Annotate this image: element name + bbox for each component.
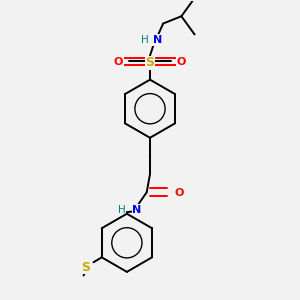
Text: N: N — [132, 205, 141, 215]
Text: S: S — [146, 56, 154, 70]
Text: N: N — [153, 35, 162, 45]
Text: O: O — [174, 188, 184, 198]
Text: O: O — [114, 58, 123, 68]
Text: O: O — [177, 58, 186, 68]
Text: S: S — [81, 261, 90, 274]
Text: H: H — [140, 35, 148, 45]
Text: H: H — [118, 205, 126, 215]
